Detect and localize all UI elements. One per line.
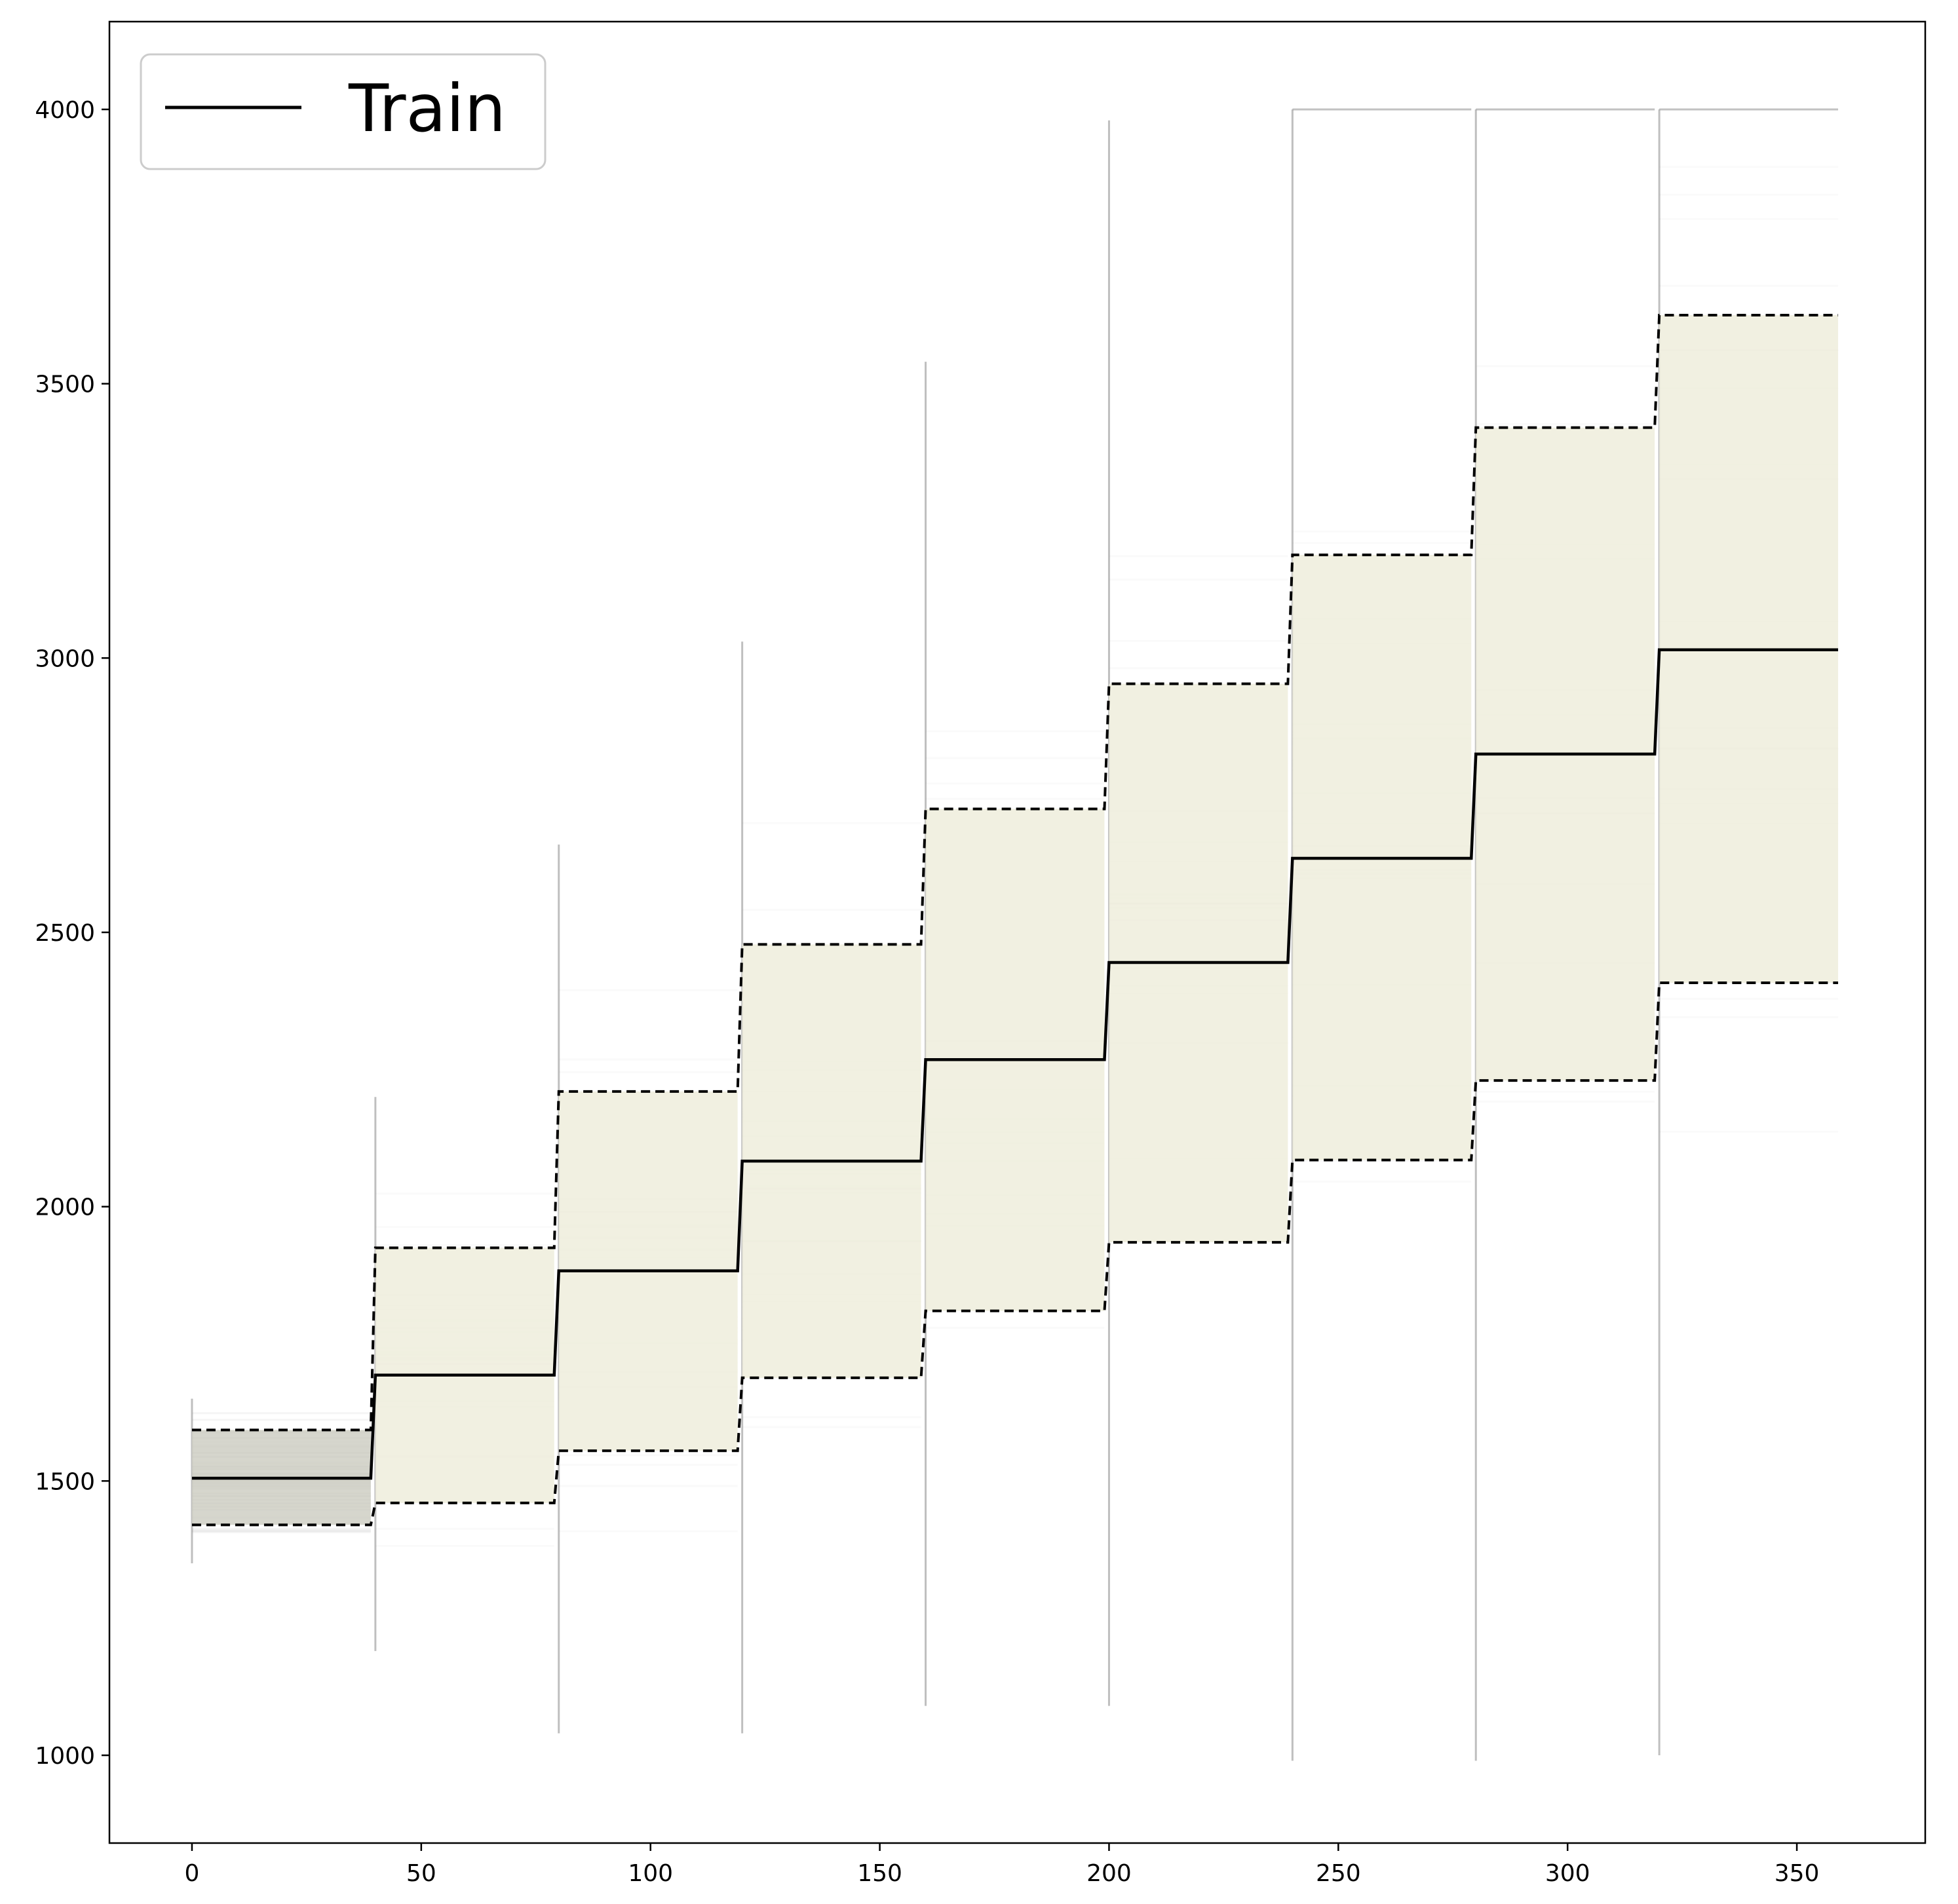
legend-label-train: Train (348, 70, 506, 147)
mean-series (191, 648, 1839, 1480)
mean-line (191, 648, 1839, 1480)
y-tick-label: 1500 (35, 1468, 95, 1495)
y-tick-label: 4000 (35, 97, 95, 124)
x-tick-label: 250 (1316, 1860, 1361, 1887)
legend: Train (140, 53, 547, 170)
x-tick-label: 150 (857, 1860, 902, 1887)
x-tick-label: 200 (1086, 1860, 1132, 1887)
legend-box (140, 53, 547, 170)
confidence-bands (191, 314, 1839, 1525)
y-axis: 1000 1500 2000 2500 3000 3500 4000 (35, 97, 109, 1770)
lower-bound-line (191, 981, 1839, 1527)
upper-bound-line (191, 313, 1839, 1432)
x-tick-label: 0 (185, 1860, 200, 1887)
y-tick-label: 2500 (35, 920, 95, 947)
x-tick-label: 350 (1775, 1860, 1820, 1887)
x-tick-label: 50 (406, 1860, 436, 1887)
x-tick-label: 300 (1545, 1860, 1590, 1887)
y-tick-label: 3000 (35, 645, 95, 672)
x-axis: 0 50 100 150 200 250 300 350 (185, 1843, 1820, 1887)
y-tick-label: 1000 (35, 1743, 95, 1770)
y-tick-label: 3500 (35, 371, 95, 398)
bound-series (191, 313, 1839, 1527)
y-tick-label: 2000 (35, 1194, 95, 1221)
x-tick-label: 100 (628, 1860, 673, 1887)
